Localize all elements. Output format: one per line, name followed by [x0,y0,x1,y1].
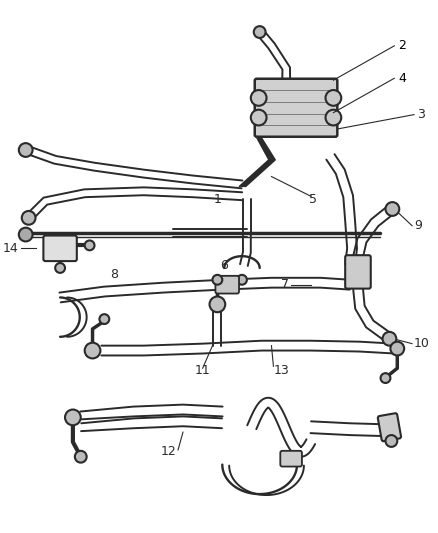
Text: 12: 12 [160,445,176,458]
Text: 9: 9 [414,219,422,232]
Circle shape [75,451,87,463]
FancyBboxPatch shape [43,236,77,261]
Circle shape [382,332,396,345]
FancyBboxPatch shape [378,413,401,441]
FancyBboxPatch shape [280,451,302,466]
Circle shape [99,314,109,324]
FancyBboxPatch shape [215,276,239,294]
Circle shape [19,143,32,157]
Text: 8: 8 [110,268,118,281]
Circle shape [209,296,225,312]
FancyBboxPatch shape [255,79,337,137]
Circle shape [212,275,223,285]
Circle shape [254,26,265,38]
Text: 11: 11 [195,364,211,377]
Text: 13: 13 [273,364,289,377]
Circle shape [85,343,100,358]
Circle shape [390,342,404,356]
Circle shape [325,110,341,125]
Circle shape [251,90,267,106]
Circle shape [65,409,81,425]
Text: 2: 2 [398,39,406,52]
Text: 14: 14 [3,242,19,255]
Circle shape [385,435,397,447]
Circle shape [381,373,390,383]
Text: 6: 6 [220,259,228,271]
Text: 7: 7 [281,278,289,291]
Circle shape [55,263,65,273]
Text: 10: 10 [414,337,430,350]
Text: 4: 4 [398,72,406,85]
Circle shape [85,240,95,251]
FancyBboxPatch shape [345,255,371,288]
Circle shape [385,202,399,216]
Circle shape [237,275,247,285]
Circle shape [19,228,32,241]
Circle shape [251,110,267,125]
Text: 3: 3 [417,108,425,121]
Circle shape [325,90,341,106]
Text: 1: 1 [213,192,221,206]
Circle shape [22,211,35,225]
Text: 5: 5 [309,192,317,206]
